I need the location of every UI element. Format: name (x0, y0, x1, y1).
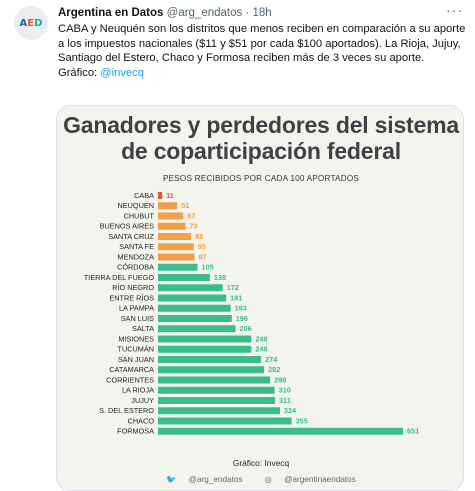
chart-source: Gráfico: Invecq (232, 458, 290, 468)
bar-label: SAN JUAN (118, 355, 154, 364)
bar (158, 417, 292, 425)
bar-value-label: 355 (296, 416, 308, 425)
bar-value-label: 248 (255, 345, 267, 354)
bar-value-label: 193 (235, 304, 247, 313)
separator-dot: · (245, 7, 250, 19)
bar-label: ENTRE RÍOS (109, 293, 154, 302)
bar-label: SANTA CRUZ (108, 232, 154, 241)
bar (158, 274, 210, 281)
twitter-credit: 🐦 @arg_endatos (166, 475, 243, 484)
bar-label: LA RIOJA (122, 386, 154, 395)
bar-value-label: 172 (227, 283, 239, 292)
bar-label: MENDOZA (118, 252, 155, 261)
bar-value-label: 311 (279, 396, 291, 405)
tweet-text: CABA y Neuquén son los distritos que men… (58, 22, 468, 80)
bar-value-label: 97 (199, 252, 207, 261)
bar-value-label: 324 (284, 406, 297, 415)
instagram-credit: ◎ @argentinaendatos (264, 475, 356, 484)
avatar[interactable]: AED (14, 6, 48, 40)
bird-icon: 🐦 (166, 475, 177, 484)
bar (158, 233, 192, 240)
bar (158, 325, 236, 333)
avatar-logo: AED (19, 17, 43, 29)
mention-link[interactable]: @invecq (100, 66, 144, 79)
tweet-time[interactable]: 18h (252, 7, 272, 19)
bar-label: SANTA FE (119, 242, 154, 251)
bar (158, 263, 198, 271)
author-name[interactable]: Argentina en Datos (58, 7, 164, 19)
bar-label: S. DEL ESTERO (99, 406, 154, 415)
chart-socials: 🐦 @arg_endatos ◎ @argentinaendatos (57, 474, 463, 485)
bar-value-label: 105 (202, 263, 214, 272)
bar-value-label: 67 (187, 211, 195, 220)
bar (158, 345, 252, 353)
bar-label: JUJUY (131, 396, 154, 405)
bar-label: TUCUMÁN (118, 345, 154, 354)
bar (158, 376, 271, 384)
bar-value-label: 274 (265, 355, 278, 364)
author-handle[interactable]: @arg_endatos (166, 7, 243, 19)
chart-title: Ganadores y perdedores del sistema de co… (57, 112, 463, 164)
bar-value-label: 282 (268, 365, 280, 374)
bar (158, 315, 232, 322)
bar-value-label: 138 (214, 273, 226, 282)
bar-label: CORRIENTES (106, 375, 154, 384)
bar-value-label: 206 (240, 324, 252, 333)
tweet-body: CABA y Neuquén son los distritos que men… (58, 23, 466, 65)
bar (158, 427, 403, 435)
bar (158, 284, 223, 292)
bar-label: NEUQUÉN (118, 201, 155, 210)
bar (158, 407, 280, 415)
bar-label: CHUBUT (124, 211, 155, 220)
bar-label: SAN LUIS (121, 314, 154, 323)
bar (158, 356, 262, 363)
bar-value-label: 51 (181, 201, 189, 210)
bar (158, 202, 178, 210)
bar (158, 253, 195, 261)
bar-value-label: 310 (279, 386, 291, 395)
chart-title-line1: Ganadores y perdedores del sistema (63, 112, 459, 138)
bar-label: SALTA (132, 324, 154, 333)
bar-chart: CABA 11 NEUQUÉN 51 CHUBUT 67 BUENOS AIRES 73 SAN… (84, 191, 419, 436)
bar-value-label: 95 (198, 242, 206, 251)
bar (158, 243, 194, 251)
bar-label: CATAMARCA (109, 365, 154, 374)
bar (158, 212, 184, 220)
bar-label: RÍO NEGRO (112, 283, 154, 292)
chart-subtitle: PESOS RECIBIDOS POR CADA 100 APORTADOS (162, 174, 360, 183)
tweet-credit-prefix: Gráfico: (58, 66, 101, 79)
bar (158, 397, 276, 404)
bar-value-label: 88 (195, 232, 203, 241)
bar (158, 192, 163, 199)
bar-value-label: 298 (274, 375, 286, 384)
bar-label: CABA (134, 191, 154, 200)
bar-value-label: 11 (166, 191, 174, 200)
bar-label: LA PAMPA (119, 304, 154, 313)
bar (158, 294, 227, 302)
bar-label: CHACO (128, 416, 155, 425)
bar-value-label: 73 (189, 222, 197, 231)
bar (158, 304, 231, 312)
bar-value-label: 248 (255, 334, 267, 343)
bar-value-label: 651 (407, 427, 419, 436)
bar (158, 386, 275, 394)
bar-value-label: 181 (230, 293, 242, 302)
bar-label: TIERRA DEL FUEGO (84, 273, 155, 282)
bar (158, 366, 265, 374)
bar (158, 335, 252, 343)
bar (158, 222, 186, 230)
tweet-header: Argentina en Datos @arg_endatos · 18h (58, 5, 465, 21)
bar-label: BUENOS AIRES (100, 222, 154, 231)
more-dots-icon[interactable]: ··· (446, 2, 463, 18)
instagram-icon: ◎ (264, 475, 272, 484)
bar-label: MISIONES (118, 334, 154, 343)
bar-label: FORMOSA (117, 427, 154, 436)
bar-label: CÓRDOBA (117, 263, 154, 272)
chart-title-line2: de coparticipación federal (121, 138, 401, 164)
media-card[interactable]: Ganadores y perdedores del sistema de co… (56, 105, 464, 491)
bar-value-label: 196 (236, 314, 248, 323)
